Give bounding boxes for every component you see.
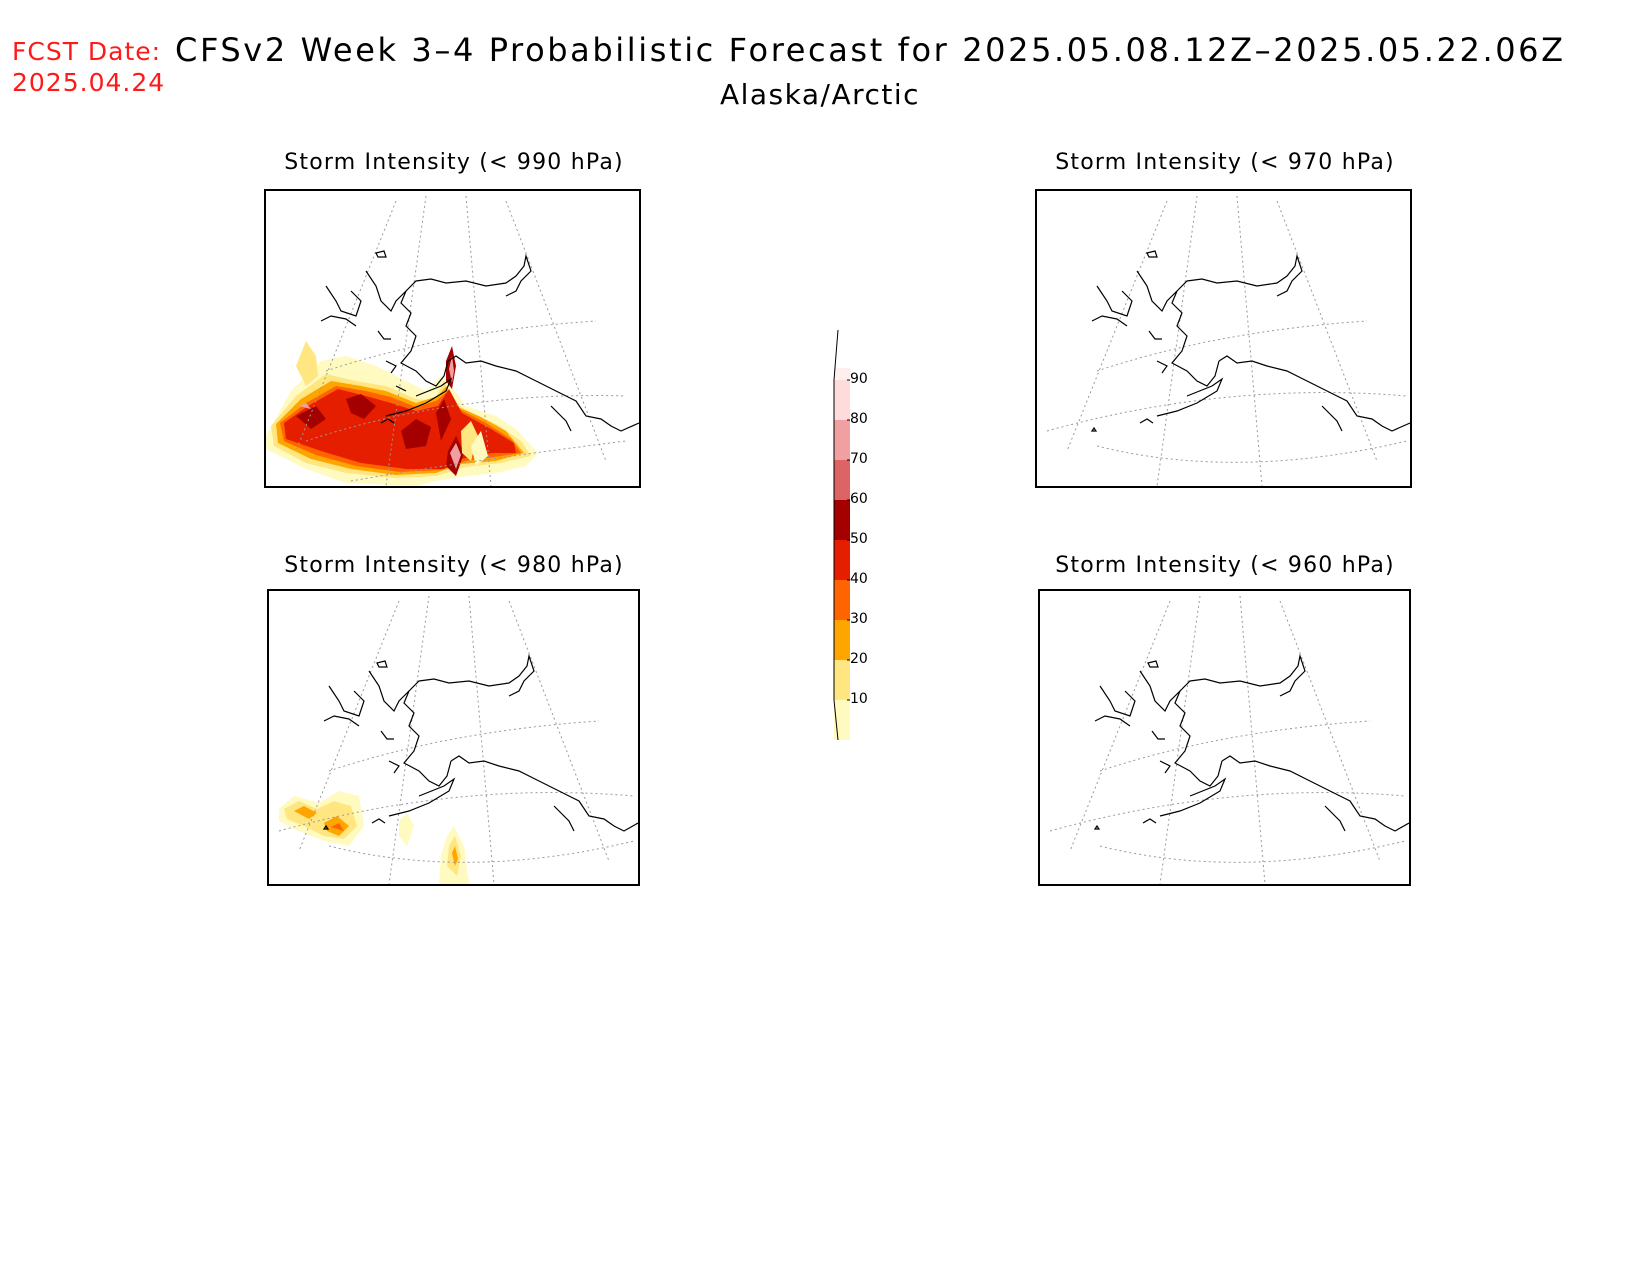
- colorbar-swatch: [834, 540, 850, 580]
- map-980: [278, 595, 638, 884]
- map-990: [266, 195, 639, 486]
- panel-title-970: Storm Intensity (< 970 hPa): [1055, 150, 1395, 175]
- colorbar-label: 50: [850, 531, 868, 547]
- coastline: [1090, 250, 1410, 432]
- colorbar-swatch: [834, 460, 850, 500]
- forecast-date: FCST Date: 2025.04.24: [12, 36, 165, 98]
- main-title: CFSv2 Week 3–4 Probabilistic Forecast fo…: [175, 31, 1566, 69]
- graticule: [295, 195, 627, 486]
- map-panel-960: [1038, 589, 1411, 886]
- colorbar-label: 70: [850, 451, 868, 467]
- forecast-date-label: FCST Date:: [12, 37, 162, 66]
- panel-title-990: Storm Intensity (< 990 hPa): [284, 150, 624, 175]
- colorbar: 10 20 30 40 50 60 70 80 90: [820, 330, 900, 750]
- coastline: [322, 653, 638, 832]
- probability-shading: [279, 791, 469, 884]
- coastline: [320, 250, 639, 432]
- graticule: [278, 595, 635, 884]
- map-panel-990: [264, 189, 641, 488]
- graticule: [1049, 595, 1406, 884]
- colorbar-label: 40: [850, 571, 868, 587]
- probability-shading: [266, 341, 538, 486]
- colorbar-label: 10: [850, 691, 868, 707]
- colorbar-swatch: [834, 700, 850, 740]
- colorbar-swatch: [834, 660, 850, 700]
- colorbar-label: 90: [850, 371, 868, 387]
- colorbar-swatch: [834, 580, 850, 620]
- colorbar-label: 30: [850, 611, 868, 627]
- colorbar-swatch: [834, 500, 850, 540]
- colorbar-swatch: [834, 620, 850, 660]
- map-960: [1049, 595, 1409, 884]
- panel-title-980: Storm Intensity (< 980 hPa): [284, 553, 624, 578]
- forecast-date-value: 2025.04.24: [12, 68, 166, 97]
- map-970: [1046, 195, 1410, 486]
- map-panel-970: [1035, 189, 1412, 488]
- map-panel-980: [267, 589, 640, 886]
- colorbar-swatch: [834, 368, 850, 380]
- colorbar-swatch: [834, 380, 850, 420]
- panel-title-960: Storm Intensity (< 960 hPa): [1055, 553, 1395, 578]
- region-subtitle: Alaska/Arctic: [719, 78, 921, 111]
- colorbar-label: 80: [850, 411, 868, 427]
- colorbar-label: 60: [850, 491, 868, 507]
- colorbar-swatches: [833, 330, 850, 741]
- colorbar-swatch: [834, 420, 850, 460]
- coastline: [1093, 653, 1409, 832]
- colorbar-label: 20: [850, 651, 868, 667]
- graticule: [1046, 195, 1408, 486]
